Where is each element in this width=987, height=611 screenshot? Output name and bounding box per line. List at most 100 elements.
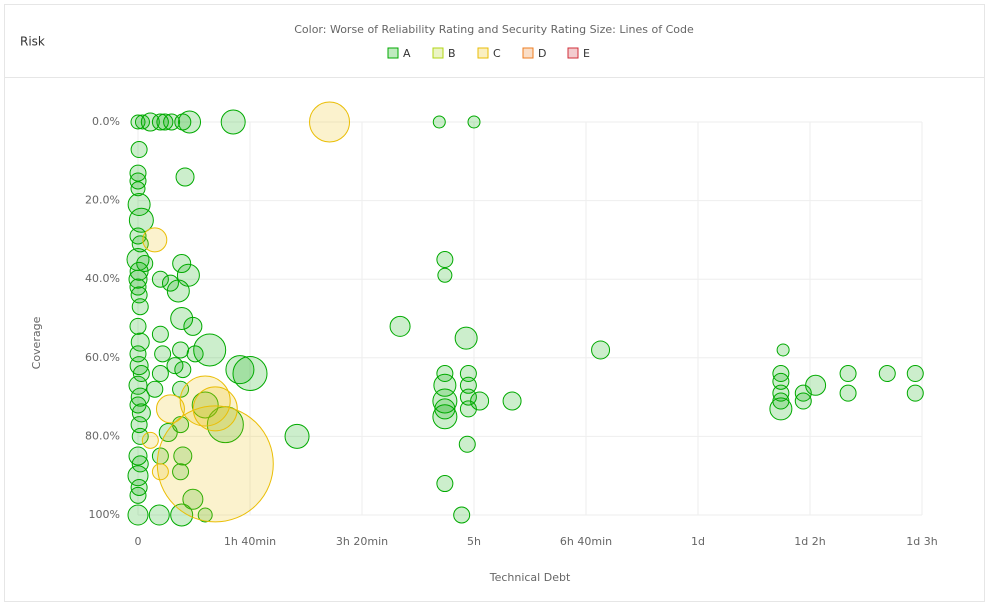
panel-title: Risk: [20, 35, 45, 49]
bubble: [161, 274, 179, 292]
bubble: [129, 486, 147, 504]
y-tick-label: 80.0%: [85, 429, 120, 442]
bubble: [175, 167, 195, 187]
bubble: [130, 141, 148, 159]
bubble: [794, 392, 812, 410]
bubble: [839, 384, 857, 402]
bubble: [131, 235, 149, 253]
bubble: [134, 114, 150, 130]
x-axis-title: Technical Debt: [489, 571, 571, 584]
bubble: [140, 112, 160, 132]
bubble: [459, 376, 477, 394]
x-tick-label: 1d 3h: [906, 535, 937, 548]
bubble: [220, 109, 246, 135]
bubble: [127, 504, 149, 526]
bubble: [151, 325, 169, 343]
bubble: [389, 315, 411, 337]
bubble: [432, 404, 458, 430]
bubble: [453, 506, 471, 524]
bubble: [170, 307, 194, 330]
x-tick-label: 1d 2h: [794, 535, 825, 548]
bubble: [170, 503, 194, 527]
bubble: [131, 427, 149, 445]
legend-swatch: [477, 47, 489, 59]
bubble: [805, 374, 827, 396]
bubble: [906, 365, 924, 383]
legend-label: A: [403, 47, 411, 60]
bubble: [172, 341, 190, 359]
bubble: [130, 181, 146, 197]
bubble: [769, 397, 793, 421]
bubble: [146, 380, 164, 398]
bubble: [232, 356, 268, 392]
bubble: [459, 400, 477, 418]
bubble: [128, 207, 154, 233]
y-tick-label: 20.0%: [85, 194, 120, 207]
bubble: [173, 446, 193, 466]
bubble: [131, 298, 149, 316]
bubble: [155, 394, 185, 424]
bubble: [141, 431, 159, 449]
bubble: [172, 253, 192, 273]
bubble: [839, 365, 857, 383]
x-tick-label: 3h 20min: [336, 535, 388, 548]
bubble: [151, 365, 169, 383]
legend-label: E: [583, 47, 590, 60]
bubble: [179, 375, 231, 427]
bubble: [172, 463, 190, 481]
bubble: [284, 423, 310, 449]
x-tick-label: 6h 40min: [560, 535, 612, 548]
bubble: [309, 101, 351, 143]
panel-border: [4, 4, 985, 602]
bubble: [459, 365, 477, 383]
legend-swatch: [567, 47, 579, 59]
bubble: [434, 398, 456, 420]
bubble: [166, 357, 184, 375]
bubble: [191, 391, 219, 419]
bubble: [178, 110, 202, 134]
x-tick-label: 1d: [691, 535, 705, 548]
y-tick-label: 100%: [89, 508, 120, 521]
y-axis-title: Coverage: [30, 316, 43, 369]
bubble: [906, 384, 924, 402]
y-tick-label: 40.0%: [85, 272, 120, 285]
bubble: [129, 317, 147, 335]
y-tick-label: 0.0%: [92, 115, 120, 128]
bubble: [772, 372, 790, 390]
bubble: [432, 115, 446, 129]
bubble: [129, 172, 147, 190]
bubble: [132, 365, 150, 383]
bubble: [186, 345, 204, 363]
bubble: [128, 375, 148, 395]
bubble: [142, 227, 168, 253]
bubble: [459, 388, 477, 406]
bubble: [591, 340, 611, 360]
y-tick-label: 60.0%: [85, 351, 120, 364]
bubble: [470, 391, 490, 411]
bubble: [878, 365, 896, 383]
bubble: [437, 267, 453, 283]
bubble: [192, 386, 238, 432]
bubble: [174, 361, 192, 379]
legend-label: B: [448, 47, 456, 60]
x-tick-label: 5h: [467, 535, 481, 548]
bubble: [148, 504, 170, 526]
bubble: [436, 475, 454, 493]
legend-swatch: [432, 47, 444, 59]
bubble: [151, 463, 169, 481]
legend-swatch: [387, 47, 399, 59]
bubble: [129, 261, 149, 281]
bubble: [197, 507, 213, 523]
bubble: [458, 435, 476, 453]
bubble: [183, 316, 203, 336]
legend-swatch: [522, 47, 534, 59]
bubble: [454, 326, 478, 350]
bubble: [151, 270, 169, 288]
bubble: [156, 113, 174, 131]
bubble: [467, 115, 481, 129]
bubble: [182, 488, 204, 510]
bubble: [436, 365, 454, 383]
bubble: [127, 193, 151, 217]
x-tick-label: 1h 40min: [224, 535, 276, 548]
